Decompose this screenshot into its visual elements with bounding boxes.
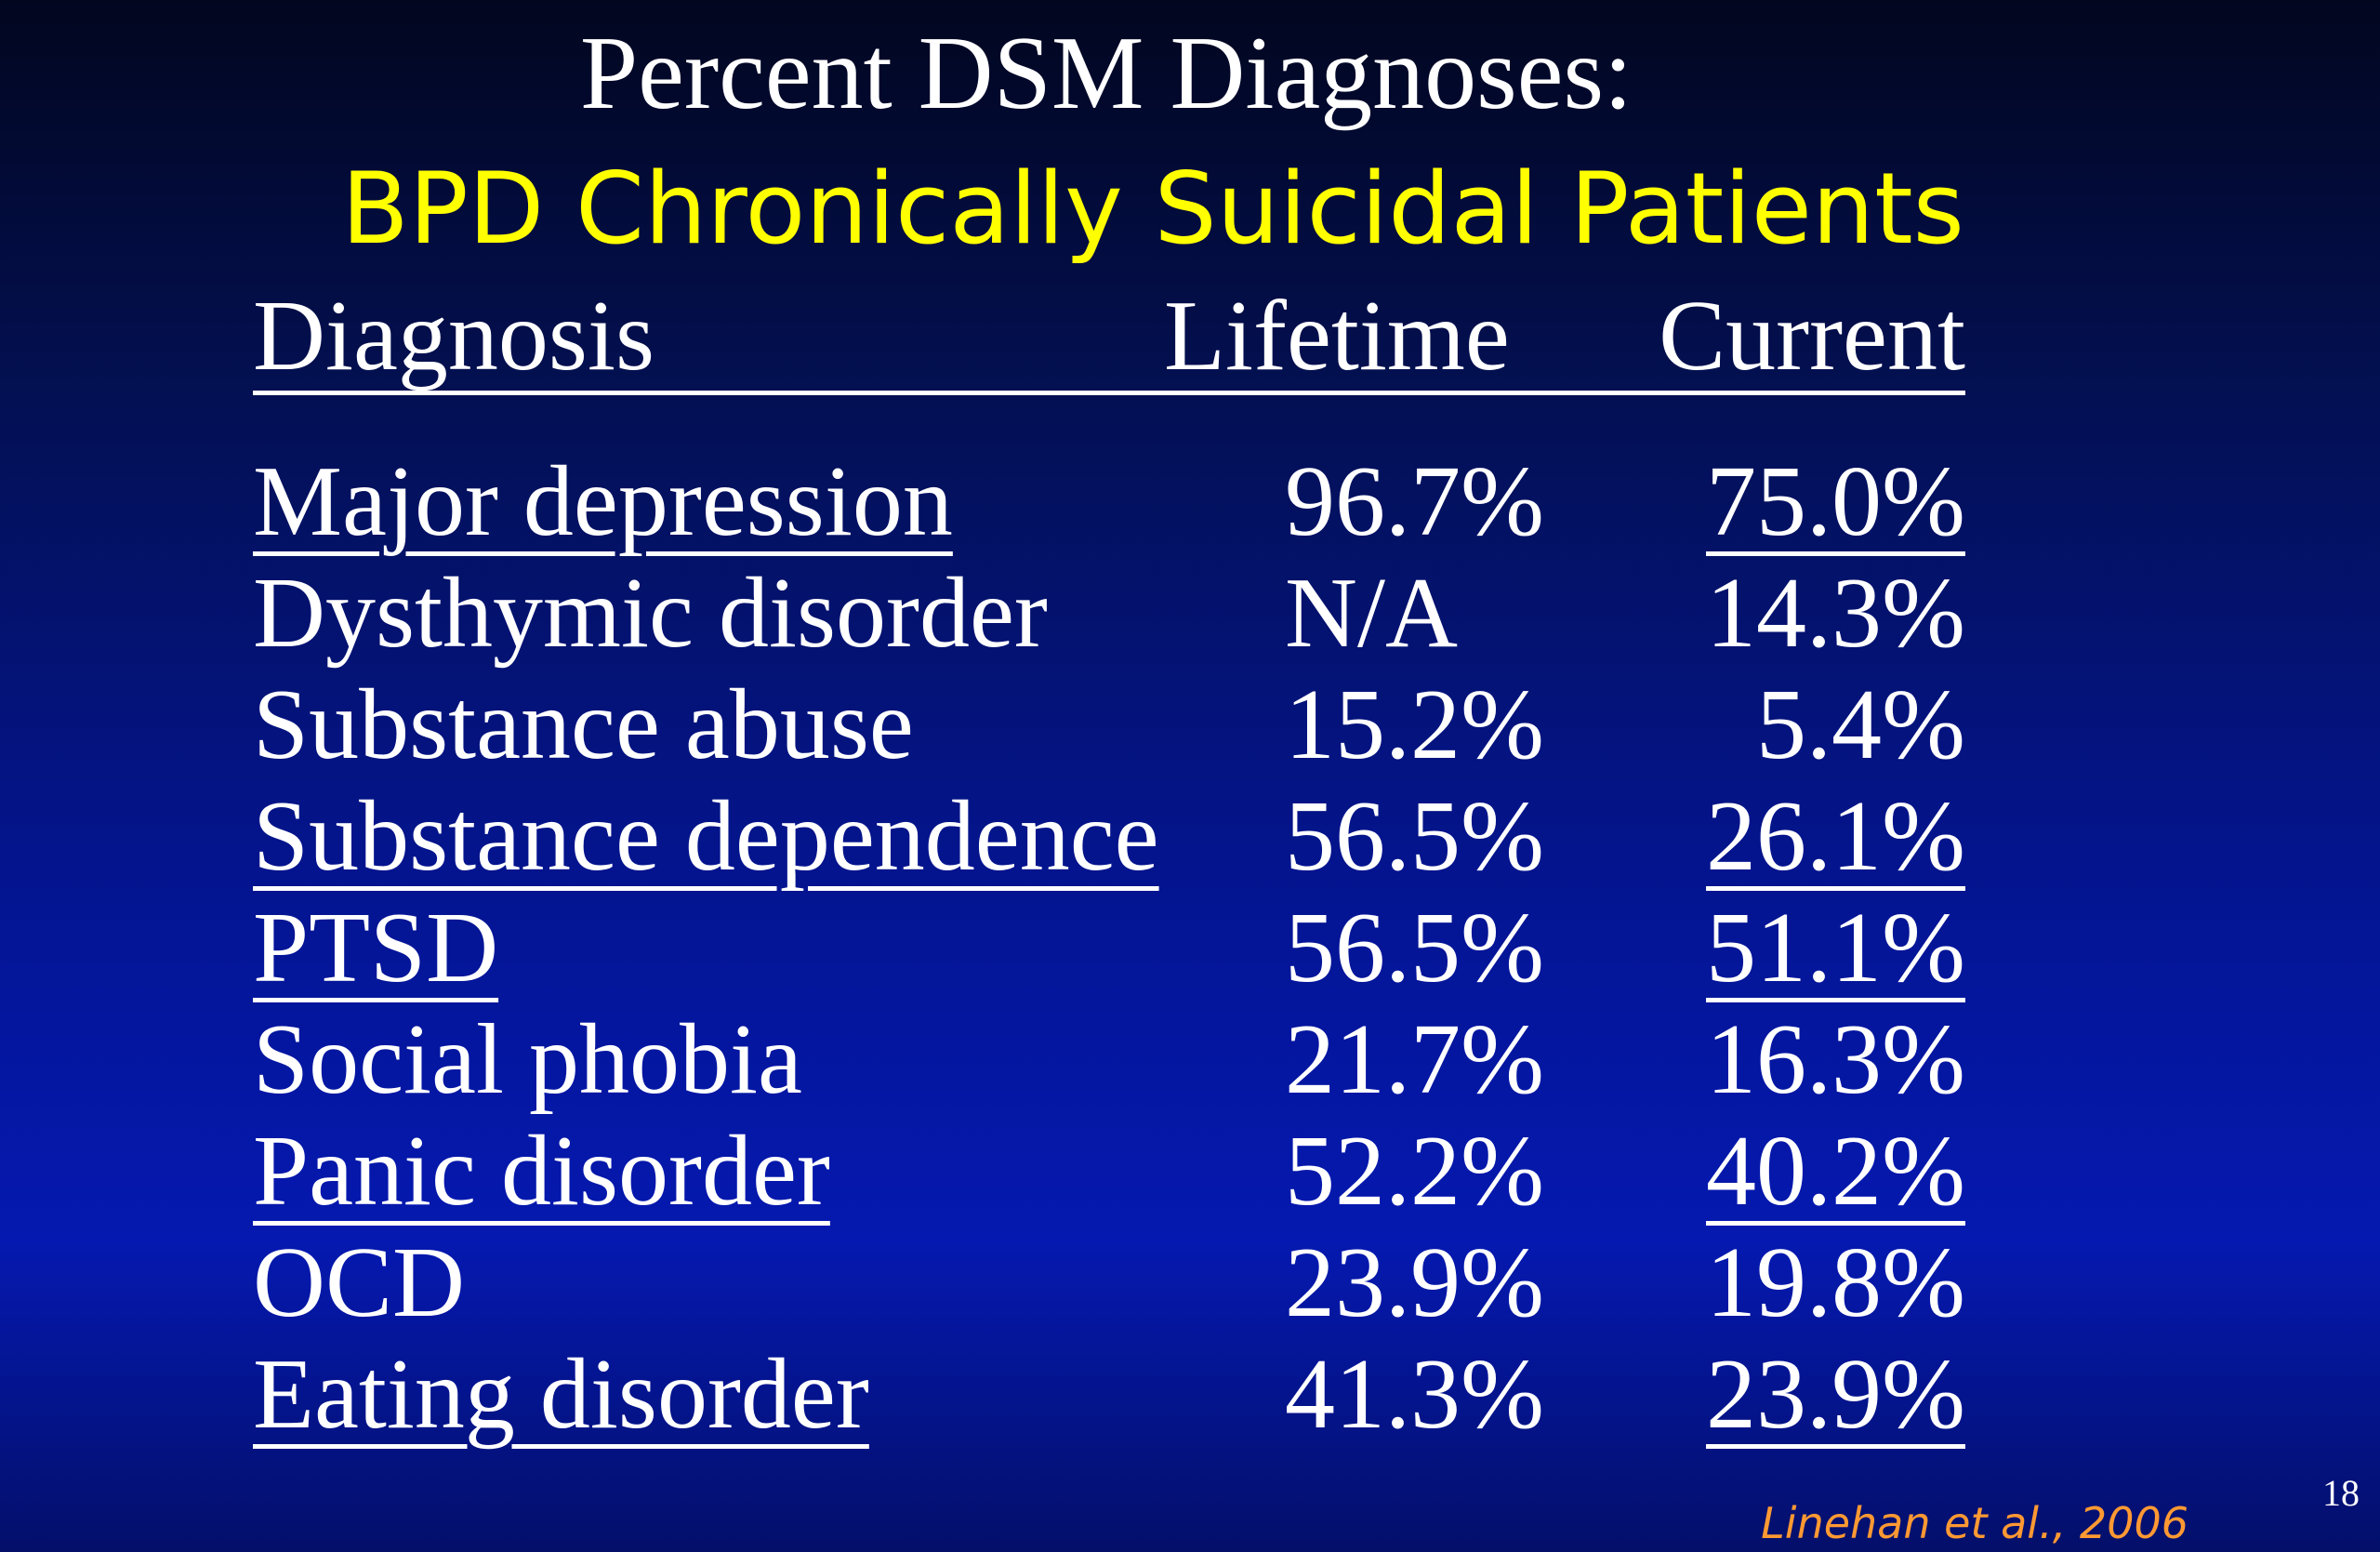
slide-title: Percent DSM Diagnoses: xyxy=(579,16,1633,131)
table-body: Major depression 96.7% 75.0% Dysthymic d… xyxy=(253,446,1965,1451)
table-row: OCD 23.9% 19.8% xyxy=(253,1227,1965,1339)
table-row: PTSD 56.5% 51.1% xyxy=(253,893,1965,1004)
lifetime-cell: 56.5% xyxy=(1285,893,1544,1003)
diagnosis-cell: Panic disorder xyxy=(253,1116,830,1227)
diagnosis-cell: Substance abuse xyxy=(253,670,914,780)
diagnosis-cell: Dysthymic disorder xyxy=(253,558,1048,669)
citation: Linehan et al., 2006 xyxy=(1761,1498,2188,1548)
table-row: Panic disorder 52.2% 40.2% xyxy=(253,1116,1965,1227)
table-row: Social phobia 21.7% 16.3% xyxy=(253,1004,1965,1116)
diagnosis-cell: Social phobia xyxy=(253,1004,802,1115)
table-row: Dysthymic disorder N/A 14.3% xyxy=(253,558,1965,670)
lifetime-cell: 41.3% xyxy=(1285,1339,1544,1450)
diagnosis-cell: OCD xyxy=(253,1227,466,1338)
page-number: 18 xyxy=(2322,1472,2360,1514)
table-row: Eating disorder 41.3% 23.9% xyxy=(253,1339,1965,1451)
current-cell: 40.2% xyxy=(1706,1116,1965,1227)
lifetime-cell: 15.2% xyxy=(1285,670,1544,780)
current-cell: 75.0% xyxy=(1706,446,1965,557)
slide-subtitle: BPD Chronically Suicidal Patients xyxy=(341,152,1964,266)
current-cell: 23.9% xyxy=(1706,1339,1965,1450)
diagnosis-cell: PTSD xyxy=(253,893,499,1003)
current-cell: 14.3% xyxy=(1706,558,1965,669)
lifetime-cell: N/A xyxy=(1285,558,1458,669)
table-row: Substance dependence 56.5% 26.1% xyxy=(253,781,1965,893)
table-header: Diagnosis Lifetime Current xyxy=(253,279,1965,395)
lifetime-cell: 96.7% xyxy=(1285,446,1544,557)
current-cell: 19.8% xyxy=(1706,1227,1965,1338)
current-cell: 26.1% xyxy=(1706,781,1965,892)
header-diagnosis: Diagnosis xyxy=(253,281,654,391)
lifetime-cell: 23.9% xyxy=(1285,1227,1544,1338)
diagnosis-cell: Eating disorder xyxy=(253,1339,869,1450)
lifetime-cell: 21.7% xyxy=(1285,1004,1544,1115)
table-row: Major depression 96.7% 75.0% xyxy=(253,446,1965,558)
current-cell: 51.1% xyxy=(1706,893,1965,1003)
diagnosis-cell: Substance dependence xyxy=(253,781,1159,892)
diagnoses-table: Diagnosis Lifetime Current Major depress… xyxy=(253,279,1965,1450)
lifetime-cell: 56.5% xyxy=(1285,781,1544,892)
header-current: Current xyxy=(1659,281,1965,391)
current-cell: 5.4% xyxy=(1756,670,1965,780)
table-row: Substance abuse 15.2% 5.4% xyxy=(253,670,1965,781)
diagnosis-cell: Major depression xyxy=(253,446,953,557)
current-cell: 16.3% xyxy=(1706,1004,1965,1115)
header-lifetime: Lifetime xyxy=(1164,281,1510,391)
lifetime-cell: 52.2% xyxy=(1285,1116,1544,1227)
